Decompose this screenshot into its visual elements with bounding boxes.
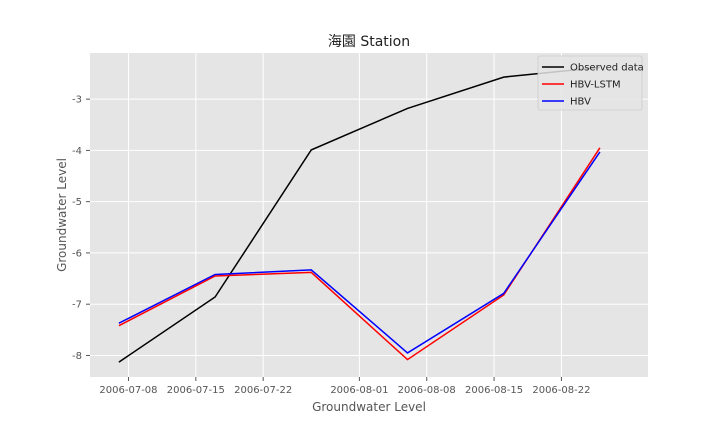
y-axis-label: Groundwater Level bbox=[55, 158, 69, 272]
legend-label: HBV-LSTM bbox=[570, 80, 621, 91]
x-tick-label: 2006-08-08 bbox=[398, 385, 456, 396]
y-tick-label: -7 bbox=[72, 300, 82, 311]
legend-label: HBV bbox=[570, 97, 591, 108]
x-axis-label: Groundwater Level bbox=[312, 400, 426, 414]
chart-title: 海園 Station bbox=[328, 34, 410, 50]
legend-box bbox=[537, 55, 643, 111]
series-line-1 bbox=[118, 66, 600, 363]
y-tick-label: -6 bbox=[72, 248, 82, 259]
x-tick-label: 2006-07-08 bbox=[99, 385, 157, 396]
legend-label: Observed data bbox=[570, 63, 644, 74]
x-tick-label: 2006-07-22 bbox=[234, 385, 292, 396]
y-tick-label: -4 bbox=[72, 146, 82, 157]
series-lines bbox=[118, 66, 601, 363]
gridlines bbox=[90, 53, 648, 377]
x-tick-label: 2006-08-15 bbox=[465, 385, 523, 396]
series-line-3 bbox=[118, 151, 601, 354]
y-tick-label: -5 bbox=[72, 197, 82, 208]
legend: Observed data HBV-LSTM HBV bbox=[537, 55, 644, 111]
x-axis-ticks: 2006-07-08 2006-07-15 2006-07-22 2006-08-01… bbox=[99, 377, 590, 396]
y-axis-ticks: -8 -7 -6 -5 -4 -3 bbox=[72, 95, 90, 362]
x-tick-label: 2006-07-15 bbox=[167, 385, 225, 396]
x-tick-label: 2006-08-01 bbox=[330, 385, 388, 396]
y-tick-label: -3 bbox=[72, 95, 82, 106]
x-tick-label: 2006-08-22 bbox=[532, 385, 590, 396]
y-tick-label: -8 bbox=[72, 351, 82, 362]
